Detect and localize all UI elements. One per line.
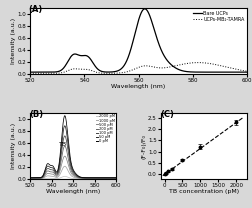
Text: TB: TB — [59, 142, 67, 147]
Y-axis label: (F-F₀)/F₀: (F-F₀)/F₀ — [142, 134, 147, 158]
X-axis label: Wavelength (nm): Wavelength (nm) — [111, 84, 166, 89]
UCPs-MB₂-TAMRA — [197, 61, 200, 64]
Bare UCPs — [155, 35, 158, 38]
UCPs-MB₂-TAMRA — [42, 72, 45, 75]
UCPs-MB₂-TAMRA — [154, 66, 158, 69]
X-axis label: Wavelength (nm): Wavelength (nm) — [46, 189, 100, 194]
Bare UCPs — [42, 71, 45, 73]
UCPs-MB₂-TAMRA — [193, 61, 196, 64]
Line: UCPs-MB₂-TAMRA: UCPs-MB₂-TAMRA — [30, 63, 247, 73]
UCPs-MB₂-TAMRA — [216, 64, 219, 66]
Line: Bare UCPs: Bare UCPs — [30, 9, 247, 72]
Bare UCPs — [216, 71, 219, 73]
Text: (C): (C) — [160, 110, 174, 119]
Y-axis label: Intensity (a.u.): Intensity (a.u.) — [11, 123, 16, 169]
Bare UCPs — [193, 71, 196, 73]
Bare UCPs — [161, 51, 164, 53]
Bare UCPs — [167, 61, 170, 63]
UCPs-MB₂-TAMRA — [167, 66, 170, 68]
Legend: Bare UCPs, UCPs-MB₂-TAMRA: Bare UCPs, UCPs-MB₂-TAMRA — [192, 10, 245, 23]
Text: (B): (B) — [29, 110, 44, 119]
UCPs-MB₂-TAMRA — [160, 67, 163, 69]
Text: (A): (A) — [28, 5, 42, 14]
Bare UCPs — [143, 7, 146, 10]
X-axis label: TB concentration (pM): TB concentration (pM) — [169, 189, 239, 194]
UCPs-MB₂-TAMRA — [245, 70, 248, 72]
Y-axis label: Intensity (a.u.): Intensity (a.u.) — [11, 18, 16, 64]
Bare UCPs — [29, 71, 32, 73]
UCPs-MB₂-TAMRA — [29, 72, 32, 75]
Legend: 2000 pM, 1000 pM, 500 pM, 200 pM, 100 pM, 50 pM, 0 pM: 2000 pM, 1000 pM, 500 pM, 200 pM, 100 pM… — [96, 114, 115, 144]
Bare UCPs — [245, 71, 248, 73]
